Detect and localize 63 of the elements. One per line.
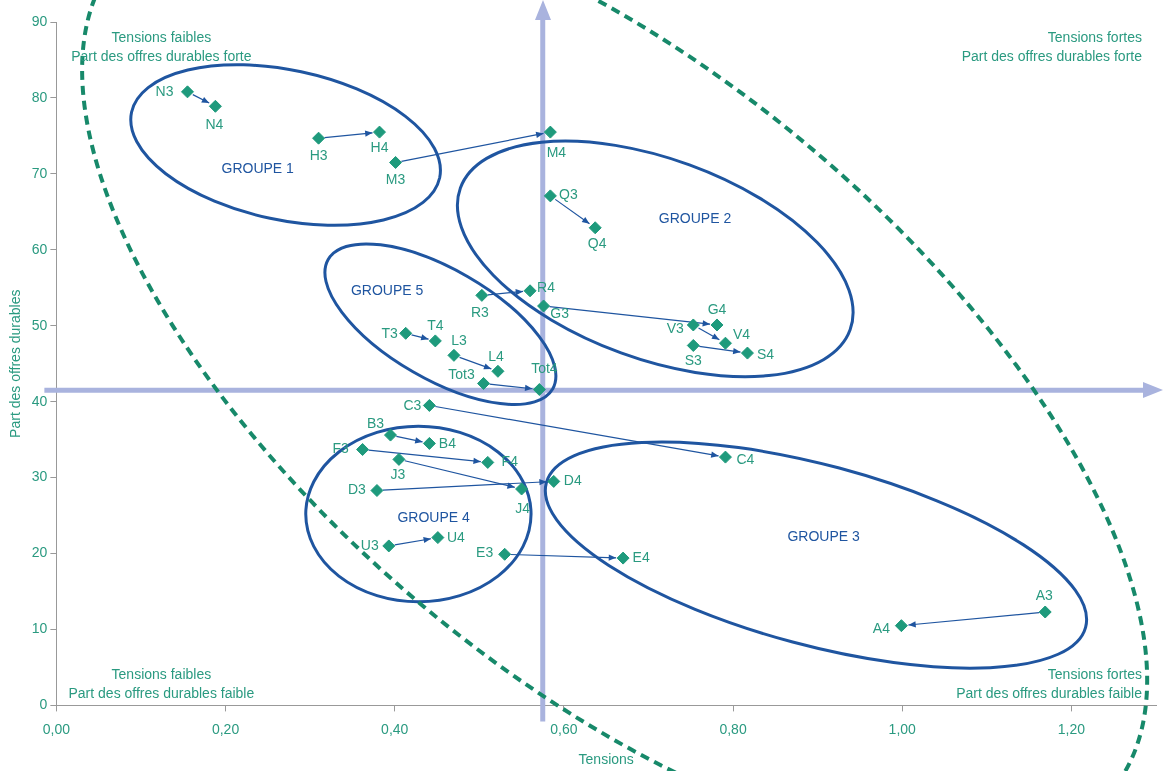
annotation: M4 (546, 143, 567, 160)
annotation: V4 (732, 326, 751, 343)
annotation: L3 (451, 332, 467, 349)
annotation: L4 (488, 348, 504, 365)
x-tick-label: 1,00 (888, 720, 917, 737)
annotation: C3 (403, 397, 422, 414)
x-tick-label: 0,00 (42, 720, 71, 737)
annotation: T3 (381, 325, 399, 342)
y-tick-label: 70 (31, 164, 48, 181)
annotation: E4 (632, 548, 650, 565)
annotation: N3 (155, 82, 174, 99)
annotation: Q3 (559, 185, 578, 202)
annotation: H3 (309, 147, 328, 164)
annotation: D3 (348, 481, 367, 498)
annotation: H4 (370, 138, 389, 155)
annotation: V3 (666, 319, 685, 336)
y-tick-label: 0 (39, 696, 48, 713)
annotation: R3 (470, 304, 489, 321)
annotation: G4 (707, 300, 727, 317)
annotation: GROUPE 2 (658, 210, 732, 227)
annotation: Tot3 (448, 366, 475, 383)
annotation: C4 (736, 450, 755, 467)
annotation: Tensions fortes Part des offres durables forte (961, 28, 1143, 64)
annotation: J4 (515, 499, 531, 516)
y-tick-label: 80 (31, 88, 48, 105)
annotation: S3 (684, 352, 703, 369)
annotation: R4 (537, 278, 556, 295)
x-tick-label: 1,20 (1057, 720, 1086, 737)
annotation: Tensions fortes Part des offres durables faible (956, 666, 1143, 702)
annotation: G3 (550, 304, 570, 321)
annotation: N4 (205, 116, 224, 133)
annotation: GROUPE 1 (221, 160, 295, 177)
annotation: U4 (446, 529, 466, 546)
annotation: E3 (476, 544, 494, 561)
x-axis-title: Tensions (578, 751, 634, 768)
y-tick-label: 10 (31, 620, 48, 637)
annotation: J3 (390, 466, 406, 483)
annotation: B4 (438, 435, 457, 452)
annotation: Tensions faibles Part des offres durables faible (68, 666, 255, 702)
y-tick-label: 40 (31, 392, 48, 409)
y-tick-label: 20 (31, 544, 48, 561)
annotation: GROUPE 5 (350, 281, 424, 298)
y-axis-title: Part des offres durables (7, 289, 24, 438)
annotation: T4 (427, 316, 444, 333)
x-tick-label: 0,40 (381, 720, 409, 737)
y-tick-label: 90 (31, 12, 48, 29)
y-tick-label: 50 (31, 316, 48, 333)
annotation: GROUPE 4 (397, 509, 471, 526)
annotation: S4 (756, 345, 775, 362)
annotation: Q4 (587, 234, 607, 251)
annotation: D4 (563, 472, 582, 489)
annotation: Tensions faibles Part des offres durables forte (71, 28, 252, 64)
y-tick-label: 60 (31, 240, 48, 257)
annotation: GROUPE 3 (787, 528, 860, 545)
x-tick-label: 0,20 (211, 720, 240, 737)
annotation: M3 (385, 171, 406, 188)
annotation: A4 (872, 619, 891, 636)
x-tick-label: 0,80 (719, 720, 747, 737)
x-tick-label: 0,60 (550, 720, 578, 737)
annotation: U3 (360, 536, 379, 553)
y-tick-label: 30 (31, 468, 48, 485)
annotation: B3 (366, 414, 385, 431)
annotation: A3 (1035, 586, 1053, 603)
